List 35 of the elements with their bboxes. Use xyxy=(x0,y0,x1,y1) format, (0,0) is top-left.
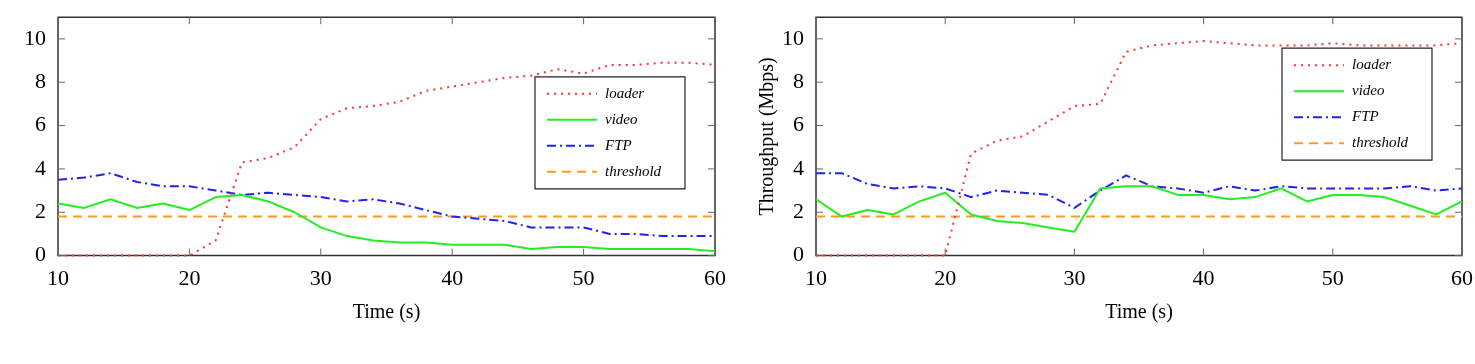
x-tick-label: 50 xyxy=(1321,264,1344,290)
legend-label: threshold xyxy=(1352,134,1409,151)
x-tick-label: 40 xyxy=(441,264,464,290)
line-series xyxy=(815,40,1463,257)
x-tick-label: 30 xyxy=(1063,264,1086,290)
y-axis-title: Throughput (Mbps) xyxy=(755,57,779,216)
x-tick-label: 60 xyxy=(704,264,726,290)
x-axis-title: Time (s) xyxy=(352,299,421,323)
x-tick-label: 20 xyxy=(934,264,957,290)
x-tick-label: 50 xyxy=(572,264,595,290)
y-tick-label: 10 xyxy=(782,24,804,50)
line-series xyxy=(815,172,1463,209)
legend-label: loader xyxy=(1352,56,1392,73)
y-tick-label: 0 xyxy=(793,241,804,267)
y-tick-label: 8 xyxy=(793,68,804,93)
legend-label: threshold xyxy=(605,162,662,179)
x-tick-label: 40 xyxy=(1192,264,1215,290)
y-tick-label: 6 xyxy=(793,111,804,137)
y-tick-label: 4 xyxy=(793,154,804,180)
y-tick-label: 6 xyxy=(35,111,46,137)
x-tick-label: 60 xyxy=(1451,264,1473,290)
y-tick-label: 2 xyxy=(793,198,804,224)
legend-label: video xyxy=(605,110,638,127)
y-tick-label: 2 xyxy=(35,198,46,224)
y-tick-label: 4 xyxy=(35,154,46,180)
legend-label: loader xyxy=(605,84,645,101)
legend-label: FTP xyxy=(604,136,632,153)
y-tick-label: 10 xyxy=(24,24,46,50)
y-tick-label: 8 xyxy=(35,68,46,93)
y-tick-label: 0 xyxy=(35,241,46,267)
x-tick-label: 20 xyxy=(178,264,201,290)
x-tick-label: 30 xyxy=(309,264,332,290)
x-axis-title: Time (s) xyxy=(1105,299,1173,323)
legend-label: FTP xyxy=(1351,108,1379,125)
legend-label: video xyxy=(1352,82,1385,99)
